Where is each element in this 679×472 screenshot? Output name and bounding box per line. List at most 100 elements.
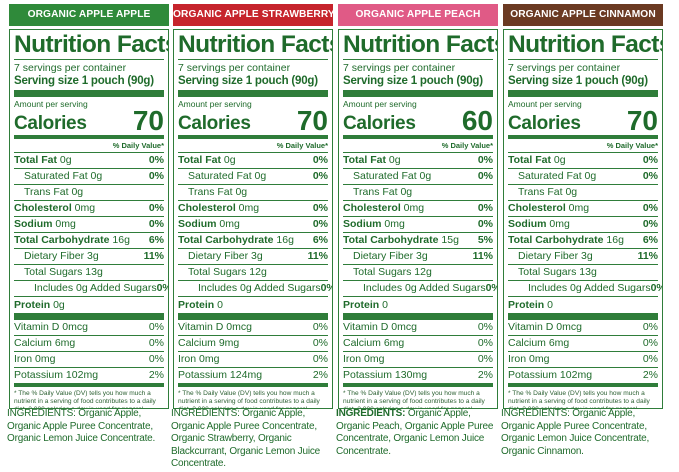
row-iron: Iron 0mg 0% [14, 352, 164, 368]
daily-value-header: % Daily Value* [343, 139, 493, 153]
row-daily-value: 2% [312, 369, 328, 381]
row-vitamin-d: Vitamin D 0mcg 0% [178, 320, 328, 336]
row-daily-value: 0% [148, 218, 164, 230]
row-total-sugars: Total Sugars 13g [508, 265, 658, 281]
row-daily-value: 0% [148, 154, 164, 166]
row-trans-fat: Trans Fat 0g [508, 185, 658, 201]
row-label: Iron 0mg [14, 352, 55, 367]
row-daily-value: 0% [148, 321, 164, 333]
row-daily-value: 2% [148, 369, 164, 381]
row-label: Saturated Fat 0g [188, 169, 266, 184]
row-label-rest: Potassium 130mg [343, 369, 428, 381]
row-daily-value: 0% [642, 154, 658, 166]
ingredients-text: Organic Apple, Organic Peach, Organic Ap… [336, 408, 494, 457]
row-label: Vitamin D 0mcg [14, 320, 88, 335]
row-label-rest: Includes 0g Added Sugars [363, 282, 486, 294]
row-daily-value: 0% [477, 353, 493, 365]
row-label: Cholesterol 0mg [508, 201, 589, 216]
row-label: Trans Fat 0g [353, 185, 412, 200]
row-dietary-fiber: Dietary Fiber 3g 11% [508, 249, 658, 265]
row-dietary-fiber: Dietary Fiber 3g 11% [14, 249, 164, 265]
amount-per-serving: Amount per serving [343, 99, 417, 109]
row-daily-value: 0% [312, 170, 328, 182]
row-vitamin-d: Vitamin D 0mcg 0% [508, 320, 658, 336]
row-label-rest: Vitamin D 0mcg [343, 321, 417, 333]
row-daily-value: 0% [477, 154, 493, 166]
row-label-rest: Saturated Fat 0g [353, 170, 432, 182]
row-label-rest: 16g [273, 234, 294, 246]
row-label: Total Fat 0g [178, 153, 236, 168]
row-label-rest: Total Sugars 13g [518, 266, 597, 278]
servings-per-container: 7 servings per container [178, 62, 291, 74]
flavor-banner: ORGANIC APPLE CINNAMON [503, 4, 663, 26]
nutrition-panel: ORGANIC APPLE PEACH Nutrition Facts 7 se… [338, 4, 498, 412]
row-label-bold: Total Carbohydrate [178, 234, 274, 246]
row-daily-value: 0% [642, 353, 658, 365]
serving-size: Serving size 1 pouch (90g) [14, 74, 164, 97]
row-daily-value: 0% [642, 321, 658, 333]
row-calcium: Calcium 6mg 0% [508, 336, 658, 352]
row-label-rest: Total Sugars 12g [353, 266, 432, 278]
row-label-rest: 0g [56, 154, 72, 166]
serving-size: Serving size 1 pouch (90g) [508, 74, 658, 97]
row-label: Iron 0mg [343, 352, 384, 367]
calories-row: Calories 70 [508, 107, 658, 139]
row-daily-value: 2% [642, 369, 658, 381]
row-saturated-fat: Saturated Fat 0g 0% [14, 169, 164, 185]
row-label-rest: Vitamin D 0mcg [178, 321, 252, 333]
row-daily-value: 0% [312, 218, 328, 230]
row-daily-value: 0% [148, 202, 164, 214]
nutrition-facts-label: Nutrition Facts 7 servings per container… [338, 29, 498, 409]
row-label-rest: Dietary Fiber 3g [188, 250, 263, 262]
row-label-bold: Total Fat [508, 154, 551, 166]
row-daily-value: 0% [320, 282, 332, 294]
row-total-fat: Total Fat 0g 0% [178, 153, 328, 169]
row-added-sugars: Includes 0g Added Sugars 0% [343, 281, 497, 297]
row-label-rest: Iron 0mg [178, 353, 220, 365]
row-label-bold: Total Fat [178, 154, 221, 166]
row-label-rest: Calcium 6mg [14, 337, 76, 349]
amount-per-serving: Amount per serving [178, 99, 252, 109]
row-label: Total Fat 0g [14, 153, 72, 168]
row-calcium: Calcium 6mg 0% [343, 336, 493, 352]
row-daily-value: 0% [312, 337, 328, 349]
row-label-rest: 0 [544, 298, 553, 311]
row-label-rest: Dietary Fiber 3g [353, 250, 428, 262]
ingredients-list: INGREDIENTS: Organic Apple, Organic Appl… [7, 408, 175, 446]
nutrition-facts-label: Nutrition Facts 7 servings per container… [173, 29, 333, 409]
row-label: Sodium 0mg [343, 217, 405, 232]
row-label-rest: 0mg [52, 218, 76, 230]
row-label-rest: 0 [379, 298, 388, 311]
row-label: Total Fat 0g [343, 153, 401, 168]
row-label-bold: Cholesterol [14, 202, 72, 214]
row-iron: Iron 0mg 0% [343, 352, 493, 368]
row-added-sugars: Includes 0g Added Sugars 0% [14, 281, 168, 297]
daily-value-header: % Daily Value* [508, 139, 658, 153]
row-label-rest: Trans Fat 0g [353, 186, 413, 198]
calories-value: 60 [461, 105, 493, 136]
amount-per-serving: Amount per serving [14, 99, 88, 109]
row-daily-value: 0% [148, 337, 164, 349]
row-daily-value: 0% [312, 202, 328, 214]
nutrition-facts-label: Nutrition Facts 7 servings per container… [9, 29, 169, 409]
row-daily-value: 0% [148, 170, 164, 182]
ingredients-label: INGREDIENTS: [501, 408, 570, 419]
footnote: * The % Daily Value (DV) tells you how m… [178, 390, 320, 408]
row-label: Cholesterol 0mg [14, 201, 95, 216]
footnote: * The % Daily Value (DV) tells you how m… [508, 390, 650, 408]
row-label-rest: 0g [220, 154, 236, 166]
row-added-sugars: Includes 0g Added Sugars 0% [508, 281, 662, 297]
row-label-rest: Calcium 6mg [343, 337, 405, 349]
row-label-rest: Total Sugars 13g [24, 266, 103, 278]
row-label: Total Sugars 13g [24, 265, 103, 280]
row-label-rest: Trans Fat 0g [188, 186, 248, 198]
serving-size: Serving size 1 pouch (90g) [343, 74, 493, 97]
row-label: Vitamin D 0mcg [178, 320, 252, 335]
footnote: * The % Daily Value (DV) tells you how m… [14, 390, 156, 408]
ingredients-text: Organic Apple, Organic Apple Puree Conce… [7, 408, 156, 444]
row-label-rest: 16g [109, 234, 130, 246]
daily-value-header: % Daily Value* [178, 139, 328, 153]
row-label-bold: Cholesterol [178, 202, 236, 214]
row-label-rest: Vitamin D 0mcg [14, 321, 88, 333]
calories-label: Calories [14, 113, 87, 134]
